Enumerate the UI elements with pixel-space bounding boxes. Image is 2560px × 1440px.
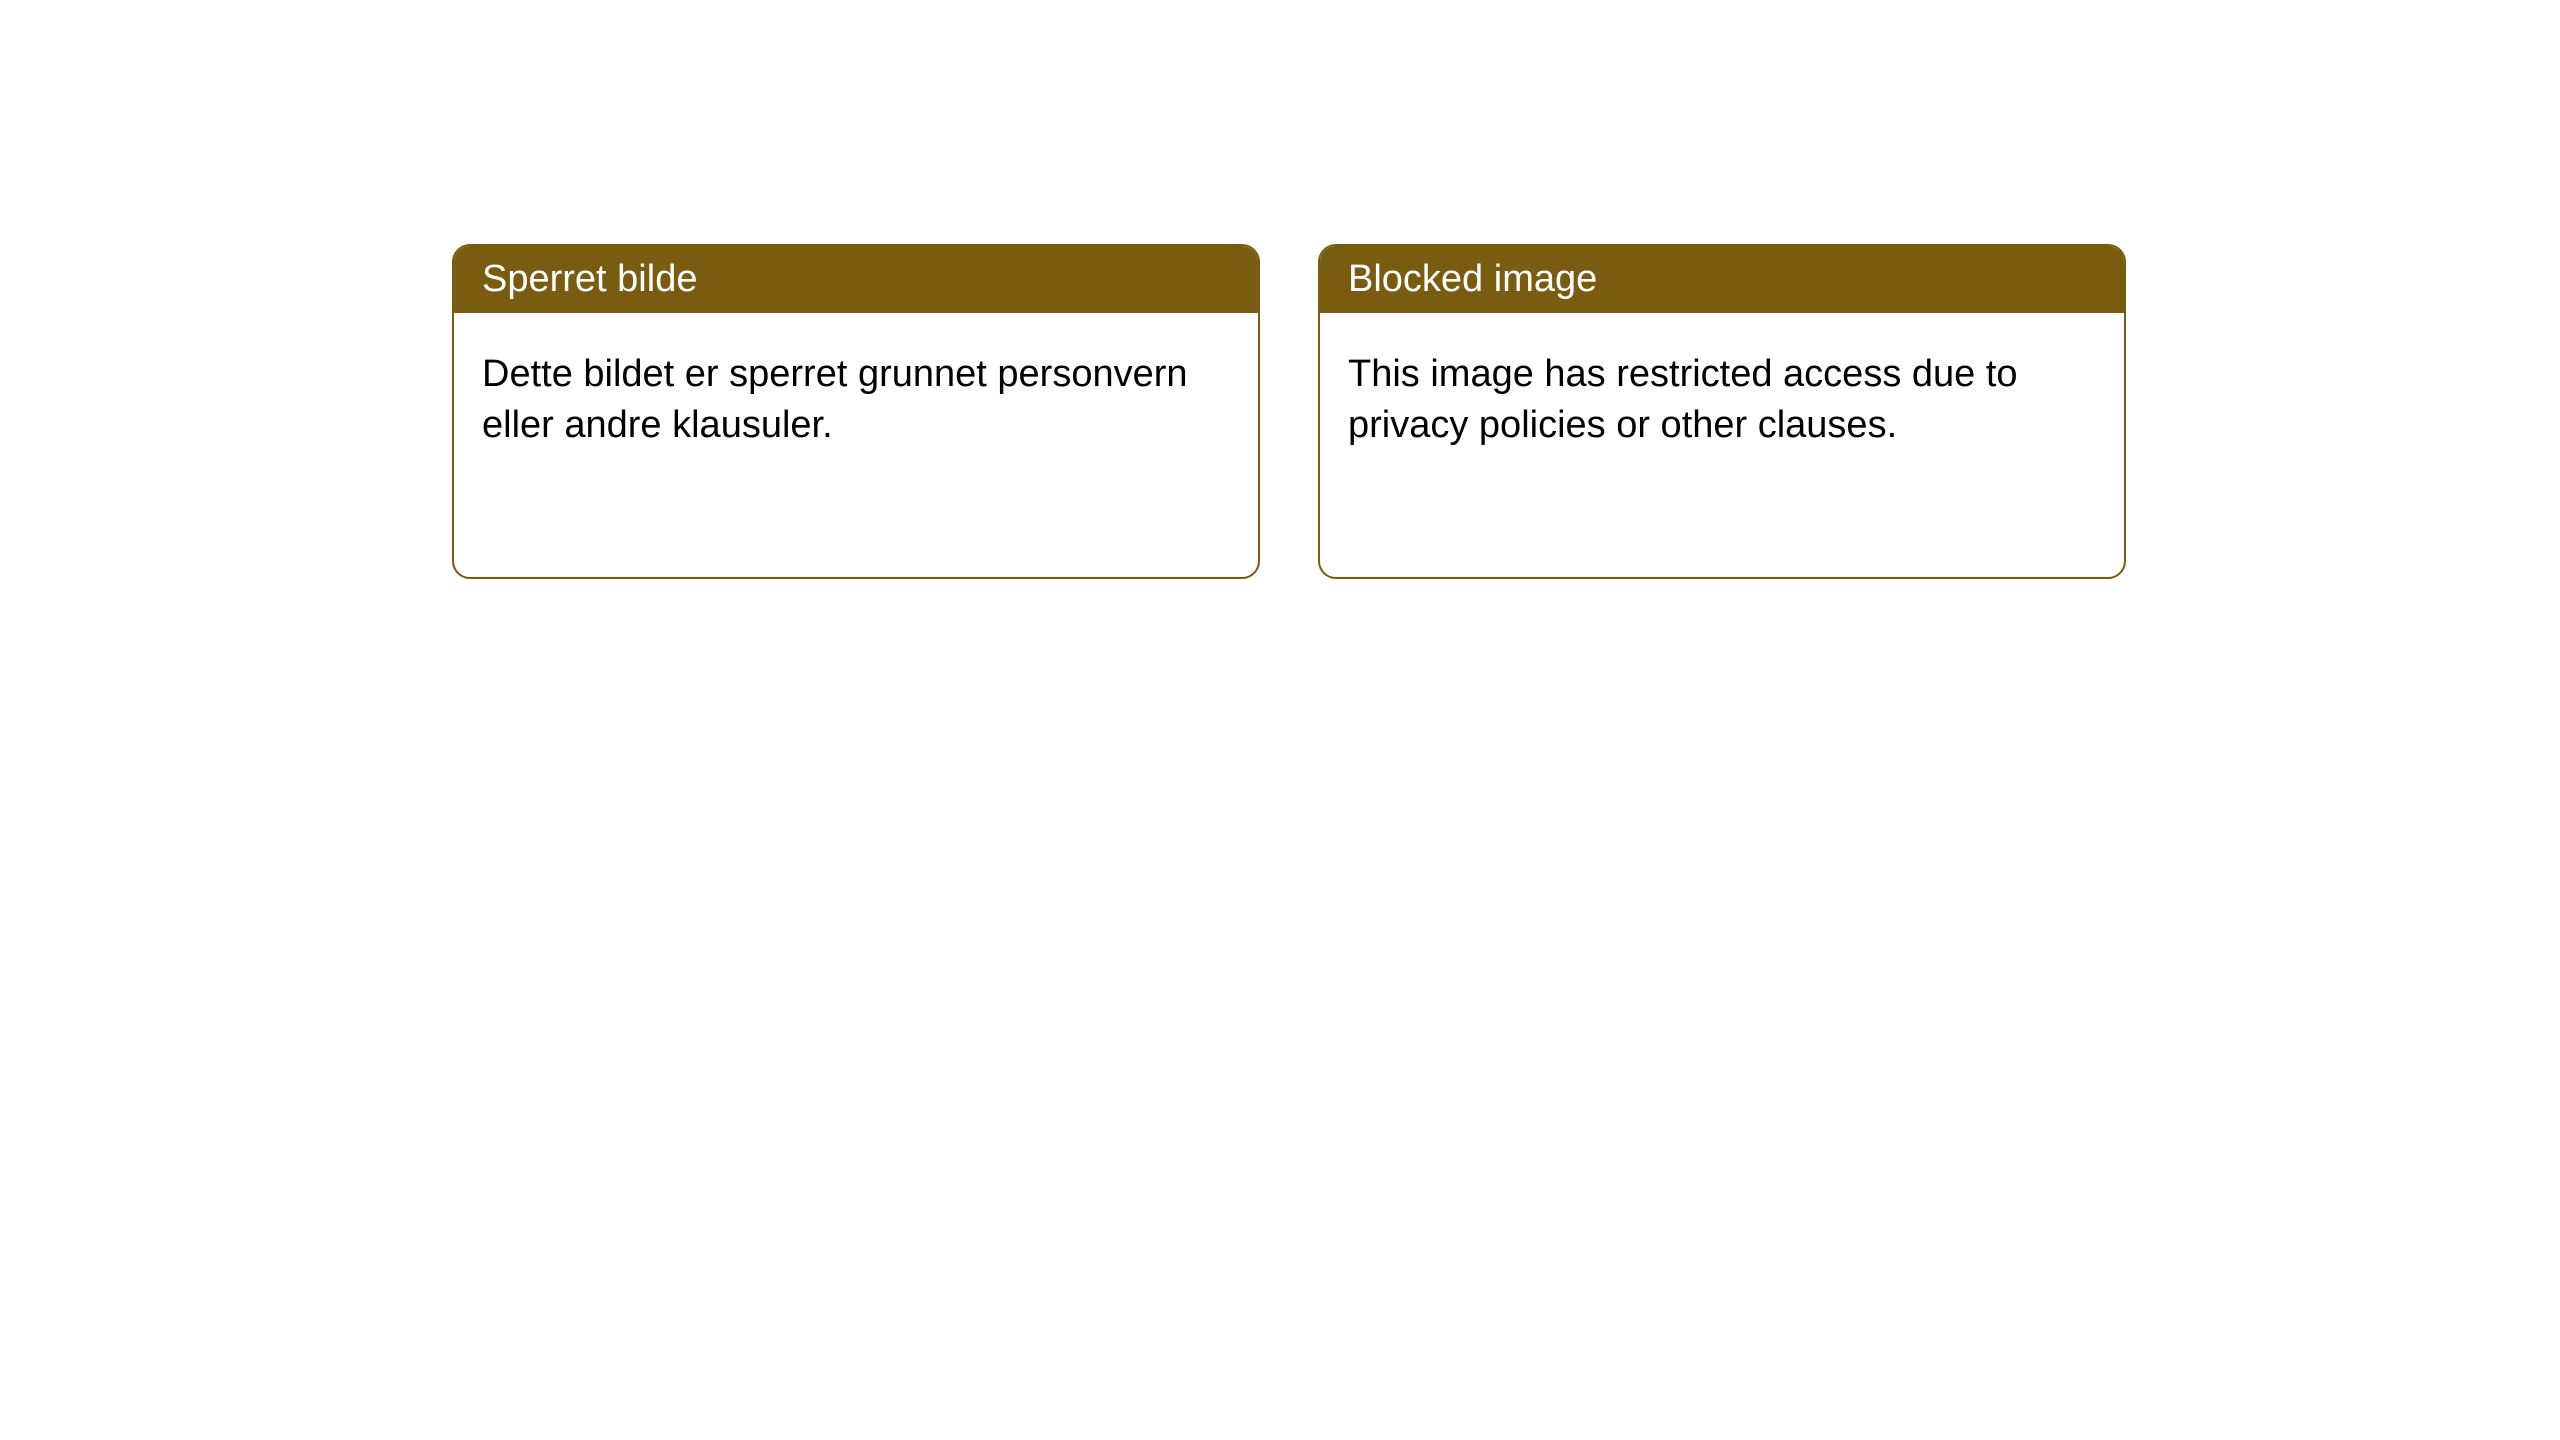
blocked-image-card-en: Blocked image This image has restricted … [1318,244,2126,579]
card-body: Dette bildet er sperret grunnet personve… [454,313,1258,488]
card-header: Blocked image [1320,246,2124,313]
card-body-text: Dette bildet er sperret grunnet personve… [482,353,1188,446]
blocked-image-card-no: Sperret bilde Dette bildet er sperret gr… [452,244,1260,579]
card-body-text: This image has restricted access due to … [1348,353,2018,446]
card-body: This image has restricted access due to … [1320,313,2124,488]
notice-container: Sperret bilde Dette bildet er sperret gr… [0,0,2560,579]
card-header-text: Sperret bilde [482,258,697,300]
card-header: Sperret bilde [454,246,1258,313]
card-header-text: Blocked image [1348,258,1597,300]
